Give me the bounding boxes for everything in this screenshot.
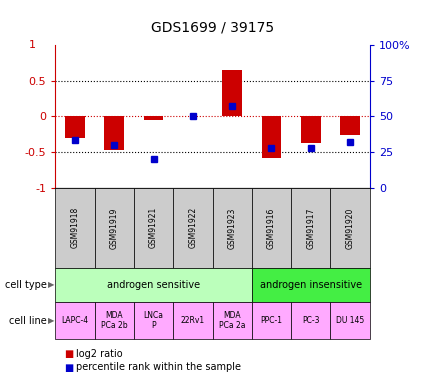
Bar xyxy=(144,116,163,120)
Text: cell type: cell type xyxy=(5,280,47,290)
Bar xyxy=(340,116,360,135)
Text: GSM91922: GSM91922 xyxy=(188,207,197,249)
Text: log2 ratio: log2 ratio xyxy=(76,350,123,359)
Bar xyxy=(65,116,85,138)
Text: ■: ■ xyxy=(64,363,73,372)
Text: PPC-1: PPC-1 xyxy=(261,316,283,325)
Text: LNCa
P: LNCa P xyxy=(144,311,164,330)
Text: ■: ■ xyxy=(64,350,73,359)
Text: androgen insensitive: androgen insensitive xyxy=(260,280,362,290)
Text: MDA
PCa 2b: MDA PCa 2b xyxy=(101,311,128,330)
Text: GSM91921: GSM91921 xyxy=(149,207,158,249)
Text: GSM91917: GSM91917 xyxy=(306,207,315,249)
Text: LAPC-4: LAPC-4 xyxy=(61,316,88,325)
Bar xyxy=(301,116,320,143)
Text: GSM91919: GSM91919 xyxy=(110,207,119,249)
Text: ▶: ▶ xyxy=(48,280,54,290)
Text: ▶: ▶ xyxy=(48,316,54,325)
Text: MDA
PCa 2a: MDA PCa 2a xyxy=(219,311,245,330)
Text: PC-3: PC-3 xyxy=(302,316,320,325)
Text: 22Rv1: 22Rv1 xyxy=(181,316,205,325)
Text: GDS1699 / 39175: GDS1699 / 39175 xyxy=(151,21,274,34)
Text: GSM91923: GSM91923 xyxy=(228,207,237,249)
Text: androgen sensitive: androgen sensitive xyxy=(107,280,200,290)
Bar xyxy=(105,116,124,150)
Text: GSM91918: GSM91918 xyxy=(71,207,79,249)
Text: GSM91916: GSM91916 xyxy=(267,207,276,249)
Text: DU 145: DU 145 xyxy=(336,316,364,325)
Bar xyxy=(222,70,242,116)
Text: percentile rank within the sample: percentile rank within the sample xyxy=(76,363,241,372)
Text: cell line: cell line xyxy=(9,316,47,326)
Bar xyxy=(262,116,281,158)
Text: 1: 1 xyxy=(28,40,36,50)
Text: GSM91920: GSM91920 xyxy=(346,207,354,249)
